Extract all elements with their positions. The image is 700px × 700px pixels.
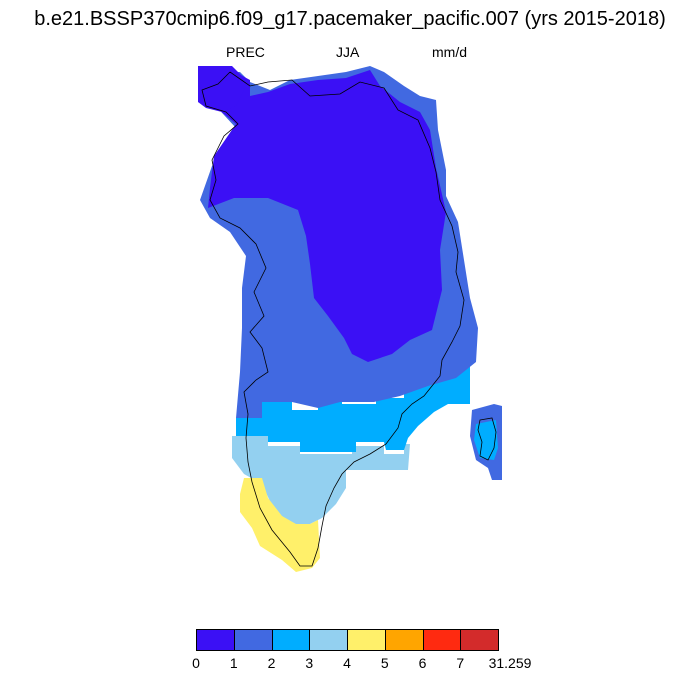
colorbar-tick-label: 31.259 xyxy=(488,655,532,671)
colorbar-tick-label: 2 xyxy=(267,655,276,671)
colorbar-swatch xyxy=(460,629,499,651)
season-label: JJA xyxy=(336,44,360,60)
colorbar-tick-label: 6 xyxy=(418,655,427,671)
region-0-1-northwest xyxy=(198,66,248,112)
colorbar-swatch xyxy=(384,629,424,651)
colorbar-tick-label: 7 xyxy=(456,655,465,671)
island-east-light xyxy=(474,420,498,460)
colorbar-swatch xyxy=(309,629,348,651)
region-4-5 xyxy=(240,478,320,572)
colorbar-swatch xyxy=(347,629,386,651)
colorbar-tick-label: 5 xyxy=(380,655,389,671)
units-label: mm/d xyxy=(432,44,467,60)
colorbar-swatch xyxy=(271,629,311,651)
colorbar-swatch xyxy=(196,629,235,651)
plot-title: b.e21.BSSP370cmip6.f09_g17.pacemaker_pac… xyxy=(34,8,666,30)
colorbar-swatch xyxy=(233,629,273,651)
colorbar-tick-label: 4 xyxy=(343,655,351,671)
region-0-1 xyxy=(198,66,446,362)
colorbar xyxy=(196,629,499,651)
coastline xyxy=(201,71,465,567)
coastline-island xyxy=(477,417,497,461)
colorbar-tick-label: 3 xyxy=(305,655,314,671)
region-3-4 xyxy=(232,436,410,524)
variable-label: PREC xyxy=(226,44,265,60)
colorbar-tick-label: 0 xyxy=(192,655,200,671)
colorbar-tick-label: 1 xyxy=(229,655,238,671)
colorbar-swatch xyxy=(422,629,462,651)
